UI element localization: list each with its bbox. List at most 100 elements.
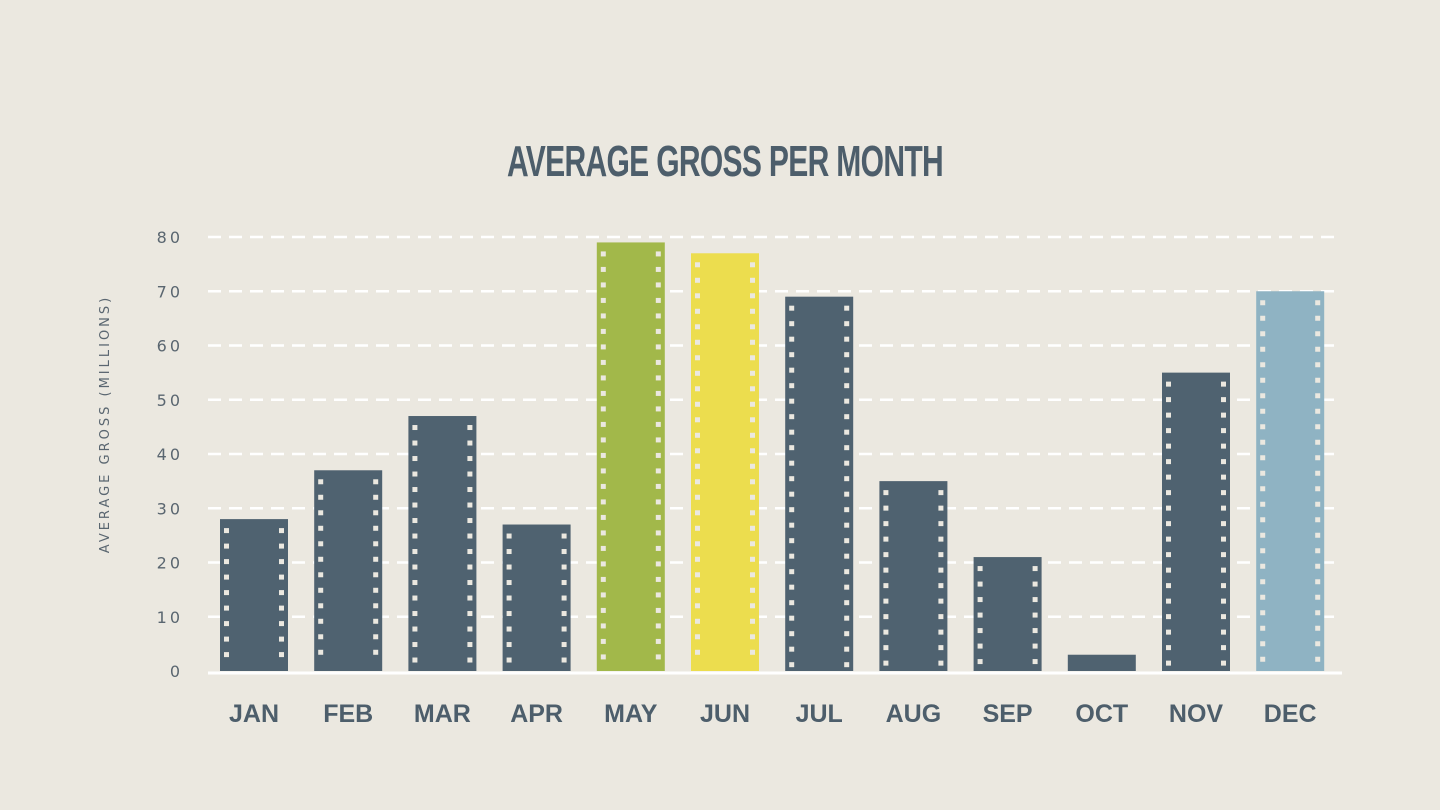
bar (314, 470, 383, 671)
x-tick-label: OCT (1075, 700, 1128, 728)
film-hole (938, 629, 944, 635)
film-hole (373, 649, 379, 655)
film-hole (750, 370, 755, 376)
film-hole (412, 440, 418, 446)
film-hole (561, 611, 567, 617)
film-hole (844, 553, 850, 559)
film-hole (789, 352, 795, 358)
film-hole (1315, 408, 1321, 414)
film-hole (938, 536, 944, 542)
film-hole (977, 643, 983, 649)
film-hole (1032, 597, 1038, 603)
film-hole (1260, 455, 1266, 461)
film-hole (1221, 505, 1226, 511)
film-hole (1260, 393, 1266, 399)
bar-sep (973, 557, 1042, 671)
film-hole (1166, 490, 1171, 496)
film-hole (695, 308, 700, 314)
film-hole (1032, 612, 1038, 618)
bar (691, 253, 759, 671)
film-hole (695, 370, 700, 376)
film-hole (750, 556, 755, 562)
film-hole (1221, 428, 1226, 434)
film-hole (1221, 614, 1226, 620)
film-hole (1166, 645, 1171, 651)
bar-nov (1162, 372, 1230, 671)
film-hole (938, 660, 944, 666)
film-hole (695, 649, 700, 655)
film-hole (1260, 641, 1266, 647)
x-tick-label: FEB (323, 700, 373, 728)
film-hole (467, 611, 473, 617)
film-hole (600, 375, 606, 381)
film-hole (750, 339, 755, 345)
film-hole (1221, 536, 1226, 542)
film-hole (1315, 610, 1321, 616)
film-hole (600, 483, 606, 489)
film-hole (789, 538, 795, 544)
film-hole (1260, 470, 1266, 476)
film-hole (1260, 594, 1266, 600)
film-hole (750, 479, 755, 485)
film-hole (1260, 610, 1266, 616)
film-hole (695, 556, 700, 562)
film-hole (506, 564, 512, 570)
film-hole (844, 352, 850, 358)
y-tick-label: 80 (157, 228, 183, 247)
film-hole (1032, 581, 1038, 587)
film-hole (1166, 583, 1171, 589)
bar-jan (220, 519, 288, 671)
film-hole (1315, 331, 1321, 337)
bar-may (596, 242, 665, 672)
film-hole (412, 502, 418, 508)
film-hole (844, 584, 850, 590)
film-hole (1315, 532, 1321, 538)
film-hole (655, 530, 661, 536)
film-hole (412, 580, 418, 586)
film-hole (1315, 362, 1321, 368)
film-hole (1315, 439, 1321, 445)
film-hole (1315, 548, 1321, 554)
film-hole (938, 552, 944, 558)
bar-aug (879, 481, 948, 671)
film-hole (789, 584, 795, 590)
film-hole (1032, 566, 1038, 572)
bar (502, 524, 571, 671)
film-hole (655, 514, 661, 520)
film-hole (1315, 579, 1321, 585)
film-hole (600, 452, 606, 458)
film-hole (506, 533, 512, 539)
film-hole (1260, 579, 1266, 585)
film-hole (467, 549, 473, 555)
film-hole (1260, 517, 1266, 523)
film-hole (750, 634, 755, 640)
film-hole (506, 549, 512, 555)
film-hole (655, 545, 661, 551)
gridlines (208, 235, 1342, 618)
film-hole (1166, 397, 1171, 403)
bar (1162, 372, 1230, 671)
film-hole (695, 401, 700, 407)
film-hole (1166, 459, 1171, 465)
film-hole (1166, 428, 1171, 434)
film-hole (1260, 362, 1266, 368)
film-hole (1260, 486, 1266, 492)
film-hole (373, 572, 379, 578)
y-tick-label: 40 (157, 445, 183, 464)
film-hole (1166, 521, 1171, 527)
film-hole (844, 491, 850, 497)
film-hole (695, 417, 700, 423)
bar (408, 416, 477, 671)
film-hole (750, 417, 755, 423)
film-hole (977, 566, 983, 572)
film-hole (467, 595, 473, 601)
film-hole (412, 657, 418, 663)
film-hole (695, 355, 700, 361)
film-hole (506, 580, 512, 586)
film-hole (938, 521, 944, 527)
film-hole (1315, 656, 1321, 662)
film-hole (373, 510, 379, 516)
film-hole (1221, 645, 1226, 651)
film-hole (695, 572, 700, 578)
